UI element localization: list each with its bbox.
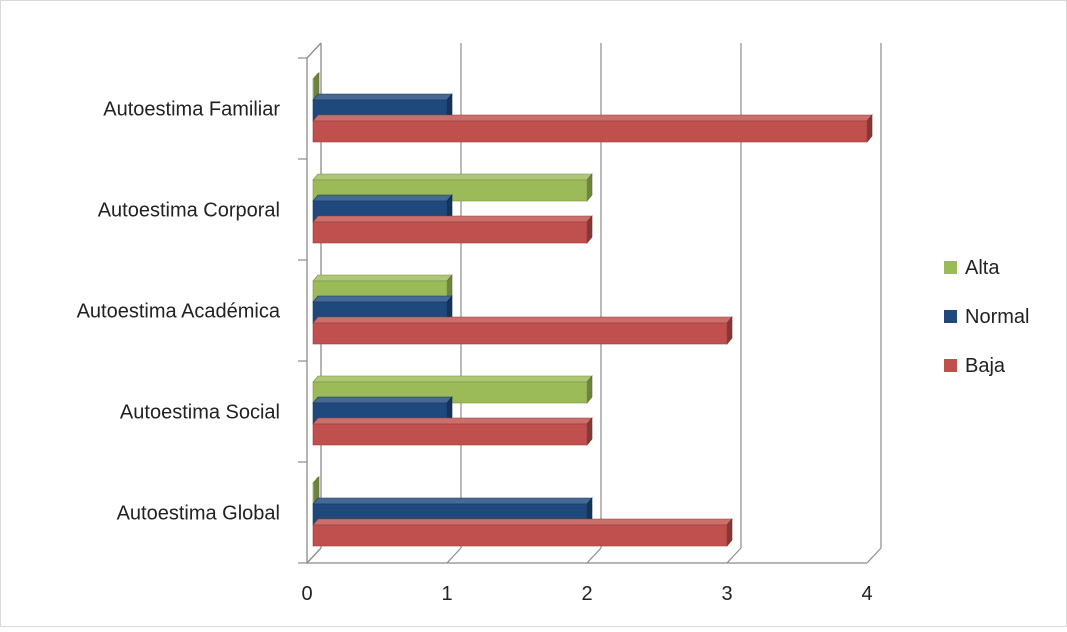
bar-top-face	[312, 194, 453, 202]
bars	[312, 72, 873, 547]
bar-top-face	[312, 114, 873, 122]
left-wall-top-edge	[306, 42, 322, 59]
legend-label: Normal	[965, 306, 1029, 328]
bar	[312, 221, 588, 244]
x-axis-ticks: 0 1 2 3 4	[301, 583, 872, 605]
bar	[312, 482, 315, 505]
legend-label: Alta	[965, 257, 1000, 279]
legend-swatch	[944, 261, 957, 274]
bar	[312, 322, 728, 345]
bar-top-face	[312, 173, 593, 181]
legend-label: Baja	[965, 355, 1006, 377]
y-category-label: Autoestima Familiar	[103, 99, 280, 121]
bar	[312, 78, 315, 101]
legend: Alta Normal Baja	[944, 257, 1029, 377]
bar-top-face	[312, 274, 453, 282]
bar-top-face	[312, 396, 453, 404]
gridline-floor	[726, 547, 742, 564]
bar-top-face	[312, 316, 733, 324]
x-tick-label: 0	[301, 583, 312, 605]
y-category-label: Autoestima Global	[117, 503, 280, 525]
legend-swatch	[944, 310, 957, 323]
x-tick-label: 1	[441, 583, 452, 605]
bar-top-face	[312, 518, 733, 526]
bar	[312, 423, 588, 446]
gridline-floor	[586, 547, 602, 564]
bar	[312, 120, 868, 143]
legend-swatch	[944, 359, 957, 372]
y-category-label: Autoestima Social	[120, 402, 280, 424]
gridline-floor	[446, 547, 462, 564]
gridline-floor	[866, 547, 882, 564]
y-category-label: Autoestima Académica	[77, 301, 281, 323]
y-category-label: Autoestima Corporal	[98, 200, 280, 222]
bar	[312, 524, 728, 547]
x-tick-label: 2	[581, 583, 592, 605]
x-tick-label: 4	[861, 583, 872, 605]
bar-top-face	[312, 215, 593, 223]
bar-top-face	[312, 497, 593, 505]
bar-top-face	[312, 375, 593, 383]
x-tick-label: 3	[721, 583, 732, 605]
bar-top-face	[312, 295, 453, 303]
y-axis-categories: Autoestima Familiar Autoestima Corporal Au…	[77, 99, 281, 525]
floor-left-edge	[306, 547, 322, 564]
bar-top-face	[312, 417, 593, 425]
bar-top-face	[312, 93, 453, 101]
